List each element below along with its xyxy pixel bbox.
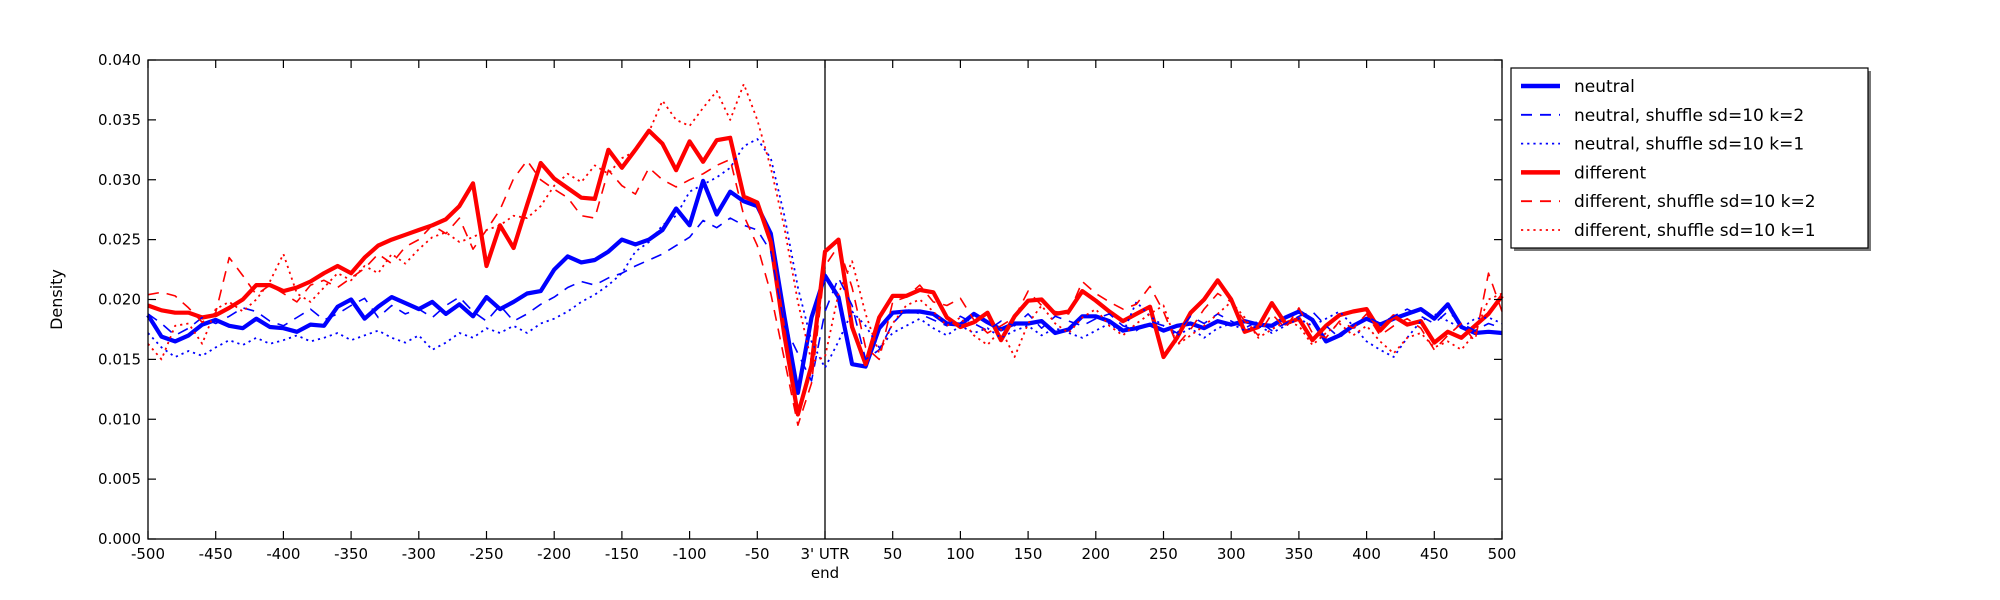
x-tick-label: -100 [673, 545, 707, 563]
legend-label: neutral [1574, 77, 1635, 97]
series-line-1-dashed [147, 217, 1503, 382]
y-tick-label: 0.010 [98, 410, 141, 428]
y-axis-label: Density [47, 269, 66, 330]
x-tick-label: 400 [1352, 545, 1381, 563]
x-tick-label: -500 [131, 545, 165, 563]
legend-label: different, shuffle sd=10 k=2 [1574, 192, 1816, 212]
legend-label: neutral, shuffle sd=10 k=1 [1574, 135, 1804, 155]
x-tick-label: -350 [334, 545, 368, 563]
x-tick-label: -250 [469, 545, 503, 563]
x-tick-label: 250 [1149, 545, 1178, 563]
x-tick-label: 200 [1081, 545, 1110, 563]
x-tick-label: 450 [1420, 545, 1449, 563]
x-tick-label: -200 [537, 545, 571, 563]
x-tick-label: 150 [1014, 545, 1043, 563]
series-line-3-solid [147, 128, 1504, 417]
x-tick-label: -150 [605, 545, 639, 563]
y-tick-label: 0.015 [98, 350, 141, 368]
y-tick-label: 0.040 [98, 51, 141, 69]
x-tick-label: 50 [883, 545, 902, 563]
x-tick-label: 100 [946, 545, 975, 563]
x-tick-label: 3' UTR [801, 545, 850, 563]
y-tick-label: 0.030 [98, 171, 141, 189]
y-tick-label: 0.035 [98, 111, 141, 129]
y-tick-label: 0.000 [98, 530, 141, 548]
y-tick-label: 0.020 [98, 291, 141, 309]
x-axis-label: end [811, 564, 839, 582]
y-tick-label: 0.025 [98, 231, 141, 249]
x-tick-label: -400 [266, 545, 300, 563]
x-tick-label: 500 [1488, 545, 1517, 563]
x-tick-label: -300 [402, 545, 436, 563]
x-tick-label: 300 [1217, 545, 1246, 563]
x-tick-label: -450 [199, 545, 233, 563]
y-tick-label: 0.005 [98, 470, 141, 488]
legend-label: neutral, shuffle sd=10 k=2 [1574, 106, 1804, 126]
legend-box [1510, 67, 1869, 249]
legend-label: different, shuffle sd=10 k=1 [1574, 221, 1816, 241]
series-line-2-dotted [147, 138, 1503, 369]
legend-label: different [1574, 163, 1647, 183]
series-line-4-dashed [147, 158, 1503, 427]
x-tick-label: 350 [1285, 545, 1314, 563]
x-tick-label: -50 [745, 545, 770, 563]
